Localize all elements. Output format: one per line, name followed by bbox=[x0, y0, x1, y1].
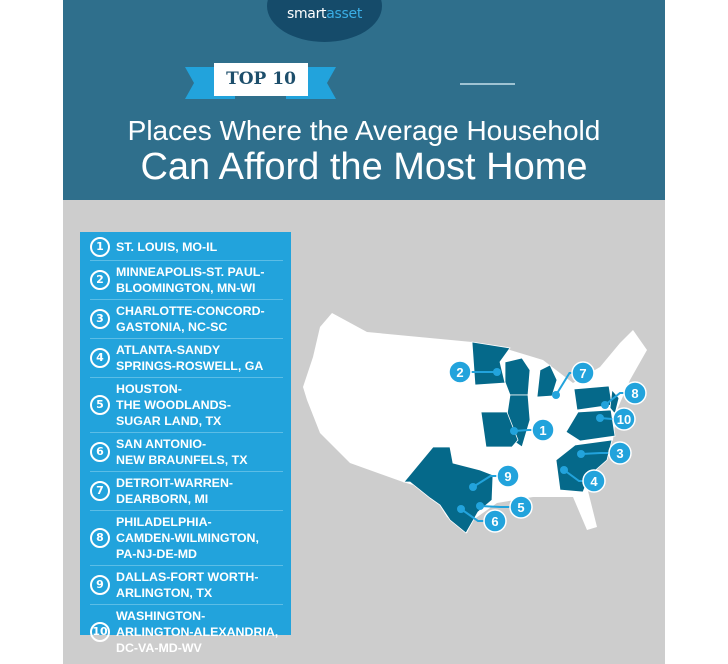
marker-dot bbox=[510, 427, 518, 435]
list-item: 1 ST. LOUIS, MO-IL bbox=[90, 234, 283, 261]
marker-circle bbox=[612, 407, 636, 431]
metro-name: DETROIT-WARREN- DEARBORN, MI bbox=[116, 476, 234, 506]
list-item: 6 SAN ANTONIO- NEW BRAUNFELS, TX bbox=[90, 433, 283, 472]
marker-dot bbox=[493, 368, 501, 376]
rank-badge: 8 bbox=[90, 528, 110, 548]
marker-label: 10 bbox=[617, 412, 631, 427]
map-marker: 7 bbox=[552, 361, 595, 399]
map-marker: 10 bbox=[596, 407, 636, 431]
rank-badge: 9 bbox=[90, 575, 110, 595]
rank-badge: 4 bbox=[90, 348, 110, 368]
marker-circle bbox=[623, 381, 647, 405]
list-item: 7 DETROIT-WARREN- DEARBORN, MI bbox=[90, 472, 283, 511]
map-marker: 4 bbox=[560, 466, 606, 493]
map-marker: 5 bbox=[476, 495, 533, 519]
marker-circle bbox=[509, 495, 533, 519]
metro-name: HOUSTON- THE WOODLANDS- SUGAR LAND, TX bbox=[116, 382, 231, 428]
marker-label: 5 bbox=[517, 500, 524, 515]
marker-circle bbox=[571, 361, 595, 385]
list-item: 4 ATLANTA-SANDY SPRINGS-ROSWELL, GA bbox=[90, 339, 283, 378]
map-marker: 2 bbox=[448, 360, 501, 384]
marker-label: 8 bbox=[631, 386, 638, 401]
rank-badge: 6 bbox=[90, 442, 110, 462]
marker-circle bbox=[582, 469, 606, 493]
marker-dot bbox=[560, 466, 568, 474]
map-marker: 6 bbox=[457, 505, 507, 533]
top-10-badge: TOP 10 bbox=[214, 63, 308, 96]
marker-label: 4 bbox=[590, 474, 598, 489]
rank-badge: 1 bbox=[90, 237, 110, 257]
marker-label: 2 bbox=[456, 365, 463, 380]
metro-name: PHILADELPHIA- CAMDEN-WILMINGTON, PA-NJ-D… bbox=[116, 515, 259, 561]
marker-label: 3 bbox=[616, 446, 623, 461]
ranking-list: 1 ST. LOUIS, MO-IL 2 MINNEAPOLIS-ST. PAUL- … bbox=[80, 232, 291, 655]
list-item: 2 MINNEAPOLIS-ST. PAUL- BLOOMINGTON, MN-W… bbox=[90, 261, 283, 300]
marker-circle bbox=[483, 509, 507, 533]
marker-circle bbox=[448, 360, 472, 384]
state-mi bbox=[536, 364, 558, 398]
marker-label: 7 bbox=[579, 366, 586, 381]
map-marker: 3 bbox=[577, 441, 632, 465]
metro-name: SAN ANTONIO- NEW BRAUNFELS, TX bbox=[116, 437, 248, 467]
list-item: 10 WASHINGTON- ARLINGTON-ALEXANDRIA, DC-V… bbox=[90, 605, 283, 659]
rank-badge: 2 bbox=[90, 270, 110, 290]
list-item: 8 PHILADELPHIA- CAMDEN-WILMINGTON, PA-NJ-… bbox=[90, 511, 283, 566]
metro-name: ATLANTA-SANDY SPRINGS-ROSWELL, GA bbox=[116, 343, 264, 373]
marker-circle bbox=[531, 418, 555, 442]
list-item: 3 CHARLOTTE-CONCORD- GASTONIA, NC-SC bbox=[90, 300, 283, 339]
metro-name: ST. LOUIS, MO-IL bbox=[116, 240, 218, 254]
state-mn bbox=[471, 341, 511, 386]
title-line-2: Can Afford the Most Home bbox=[140, 146, 588, 188]
marker-dot bbox=[457, 505, 465, 513]
state-mo bbox=[480, 411, 519, 448]
marker-dot bbox=[476, 502, 484, 510]
list-item: 5 HOUSTON- THE WOODLANDS- SUGAR LAND, TX bbox=[90, 378, 283, 433]
marker-dot bbox=[596, 414, 604, 422]
title-line-1: Places Where the Average Household bbox=[127, 115, 601, 146]
metro-name: MINNEAPOLIS-ST. PAUL- BLOOMINGTON, MN-WI bbox=[116, 265, 265, 295]
rank-badge: 10 bbox=[90, 622, 110, 642]
marker-label: 9 bbox=[504, 469, 511, 484]
marker-circle bbox=[496, 464, 520, 488]
list-item: 9 DALLAS-FORT WORTH- ARLINGTON, TX bbox=[90, 566, 283, 605]
header-banner: smartasset TOP 10 Places Where the Avera… bbox=[63, 0, 665, 200]
marker-dot bbox=[601, 401, 609, 409]
marker-circle bbox=[608, 441, 632, 465]
state-tx bbox=[403, 446, 494, 534]
rank-badge: 7 bbox=[90, 481, 110, 501]
marker-dot bbox=[469, 483, 477, 491]
marker-label: 1 bbox=[539, 423, 546, 438]
metro-name: CHARLOTTE-CONCORD- GASTONIA, NC-SC bbox=[116, 304, 265, 334]
rank-badge: 3 bbox=[90, 309, 110, 329]
map-marker: 1 bbox=[510, 418, 555, 442]
marker-label: 6 bbox=[491, 514, 498, 529]
metro-name: DALLAS-FORT WORTH- ARLINGTON, TX bbox=[116, 570, 259, 600]
map-marker: 8 bbox=[601, 381, 647, 409]
marker-dot bbox=[577, 450, 585, 458]
rank-badge: 5 bbox=[90, 395, 110, 415]
marker-dot bbox=[552, 391, 560, 399]
divider-line bbox=[460, 83, 515, 85]
metro-name: WASHINGTON- ARLINGTON-ALEXANDRIA, DC-VA-… bbox=[116, 609, 279, 655]
map-marker: 9 bbox=[469, 464, 520, 491]
